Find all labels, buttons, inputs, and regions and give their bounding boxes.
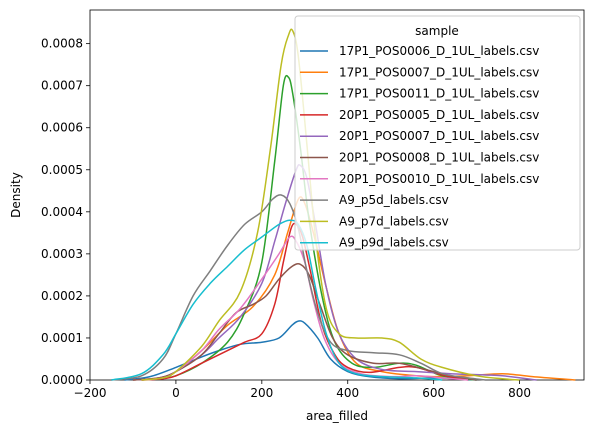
y-axis-ticks: 0.0000 0.0001 0.0002 0.0003 0.0004 0.0005 0.00… [41, 37, 90, 387]
legend-items: 17P1_POS0006_D_1UL_labels.csv 17P1_POS000… [300, 44, 539, 250]
x-tick-label: 200 [250, 386, 273, 400]
y-tick-label: 0.0008 [41, 37, 83, 51]
legend: sample 17P1_POS0006_D_1UL_labels.csv17P1… [294, 15, 581, 251]
y-axis-label: Density [9, 172, 23, 218]
legend-title: sample [415, 24, 459, 38]
y-tick-label: 0.0004 [41, 205, 83, 219]
x-tick-label: 400 [336, 386, 359, 400]
legend-label: A9_p9d_labels.csv [339, 236, 449, 250]
y-tick-label: 0.0002 [41, 289, 83, 303]
legend-label: 17P1_POS0006_D_1UL_labels.csv [339, 44, 539, 58]
x-tick-label: 800 [508, 386, 531, 400]
density-curve-8 [111, 194, 486, 381]
y-tick-label: 0.0003 [41, 247, 83, 261]
legend-box [294, 15, 581, 251]
x-tick-label: 0 [172, 386, 180, 400]
density-curve-1 [124, 320, 477, 381]
y-tick-label: 0.0006 [41, 121, 83, 135]
legend-label: 17P1_POS0011_D_1UL_labels.csv [339, 87, 539, 101]
y-tick-label: 0.0001 [41, 331, 83, 345]
x-tick-label: −200 [74, 386, 107, 400]
x-axis-ticks: −200 0 200 400 600 800 [74, 380, 531, 400]
x-axis-label: area_filled [306, 409, 368, 423]
density-curve-3 [141, 74, 477, 381]
legend-label: A9_p5d_labels.csv [339, 193, 449, 207]
legend-label: 20P1_POS0008_D_1UL_labels.csv [339, 151, 539, 165]
x-tick-label: 600 [422, 386, 445, 400]
y-tick-label: 0.0007 [41, 79, 83, 93]
density-curve-6 [132, 263, 477, 381]
density-curve-10 [111, 219, 443, 381]
legend-label: 20P1_POS0007_D_1UL_labels.csv [339, 129, 539, 143]
y-tick-label: 0.0005 [41, 163, 83, 177]
legend-label: 20P1_POS0005_D_1UL_labels.csv [339, 108, 539, 122]
y-tick-label: 0.0000 [41, 373, 83, 387]
legend-label: 17P1_POS0007_D_1UL_labels.csv [339, 65, 539, 79]
legend-label: 20P1_POS0010_D_1UL_labels.csv [339, 172, 539, 186]
legend-label: A9_p7d_labels.csv [339, 214, 449, 228]
